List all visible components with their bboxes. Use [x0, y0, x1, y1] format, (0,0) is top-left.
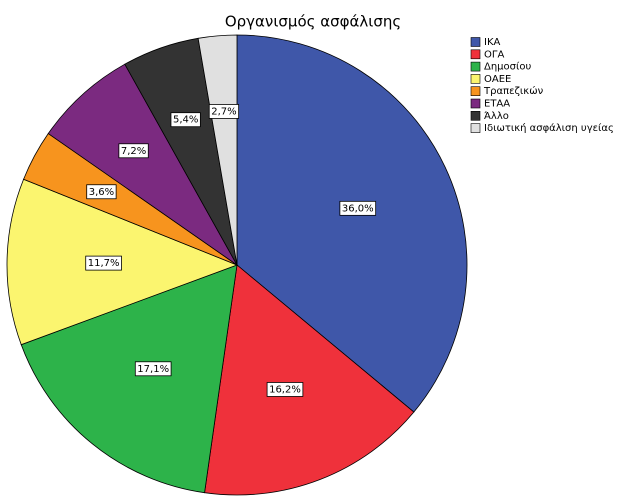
legend-swatch: [470, 49, 481, 60]
chart-title: Οργανισμός ασφάλισης: [225, 13, 401, 31]
data-label: 7,2%: [118, 143, 149, 159]
value-label: 3,6%: [89, 187, 114, 198]
label-box: [170, 112, 201, 128]
data-label: 5,4%: [170, 112, 201, 128]
label-box: [208, 104, 240, 119]
pie-slice: [20, 264, 238, 494]
pie-slice: [204, 264, 415, 496]
legend-swatch: [470, 123, 481, 133]
legend-label: Ιδιωτική ασφάλιση υγείας: [484, 122, 614, 134]
label-box: [339, 200, 377, 216]
legend-swatch: [470, 86, 481, 96]
label-box: [85, 255, 122, 271]
pie-slice: [47, 63, 238, 266]
pie-slice: [6, 178, 239, 346]
label-box: [266, 382, 304, 397]
legend-label: ΟΑΕΕ: [484, 74, 511, 85]
legend-swatch: [470, 61, 481, 72]
legend-label: Δημοσίου: [484, 61, 531, 73]
legend-label: Άλλο: [484, 110, 509, 122]
value-label: 11,7%: [88, 258, 120, 269]
legend-label: Τραπεζικών: [483, 85, 544, 97]
label-box: [86, 184, 117, 200]
value-label: 5,4%: [173, 115, 198, 126]
data-label: 2,7%: [208, 104, 240, 119]
value-label: 36,0%: [342, 203, 374, 214]
value-label: 17,1%: [137, 364, 169, 375]
legend-swatch: [470, 74, 481, 84]
legend-swatch: [470, 98, 481, 109]
legend-label: ΟΓΑ: [484, 49, 504, 60]
legend-swatch: [470, 37, 481, 47]
pie-slice: [236, 34, 468, 413]
value-label: 2,7%: [211, 106, 236, 117]
label-box: [134, 361, 172, 377]
label-box: [118, 143, 149, 159]
data-label: 11,7%: [85, 255, 122, 271]
legend-label: ΕΤΑΑ: [484, 99, 510, 110]
value-label: 7,2%: [121, 146, 146, 157]
data-label: 16,2%: [266, 382, 304, 397]
data-label: 36,0%: [339, 200, 377, 216]
pie-slice: [197, 34, 238, 266]
data-label: 17,1%: [134, 361, 172, 377]
value-label: 16,2%: [269, 384, 301, 395]
data-label: 3,6%: [86, 184, 117, 200]
legend-swatch: [470, 111, 481, 121]
legend-label: ΙΚΑ: [484, 37, 501, 48]
